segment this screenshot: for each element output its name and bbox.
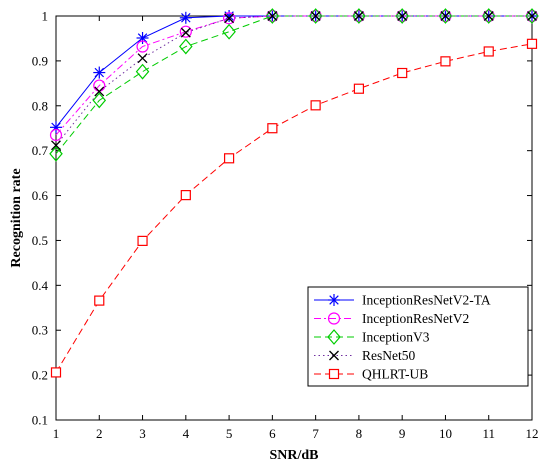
legend-marker: [327, 312, 341, 325]
data-point: [49, 128, 63, 142]
series-qhlrt-ub: [50, 38, 538, 378]
x-tick-label: 2: [96, 426, 103, 441]
series-line: [55, 15, 532, 155]
data-point: [527, 11, 537, 21]
data-point: [136, 31, 149, 44]
legend-entry: ResNet50: [314, 348, 415, 363]
data-point: [267, 11, 278, 21]
y-tick-label: 0.1: [32, 413, 48, 428]
data-point: [481, 8, 496, 24]
y-tick-label: 0.2: [32, 368, 48, 383]
y-tick-label: 0.8: [32, 98, 48, 113]
data-point: [180, 190, 191, 201]
data-point: [223, 10, 236, 22]
y-axis-label: Recognition rate: [9, 168, 24, 267]
data-point: [308, 8, 323, 24]
data-point: [136, 40, 149, 53]
legend-marker: [329, 350, 339, 361]
legend-entry: InceptionResNetV2: [314, 311, 469, 326]
legend-label: ResNet50: [362, 348, 415, 363]
x-tick-label: 1: [53, 426, 60, 441]
data-point: [92, 92, 107, 109]
data-point: [525, 8, 539, 24]
series-inceptionv3: [49, 8, 539, 162]
y-tick-label: 0.7: [32, 143, 49, 158]
series-resnet50: [51, 11, 537, 151]
legend-entry: InceptionV3: [314, 329, 430, 345]
legend: InceptionResNetV2-TA InceptionResNetV2 Inc…: [307, 286, 529, 387]
x-tick-label: 6: [269, 426, 276, 441]
data-point: [135, 63, 150, 80]
axis-ticks: 1 2 3 4 5 6 7 8 9 10 11 120.10.20.30.40.50.60.70.80…: [32, 9, 539, 442]
data-point: [353, 11, 364, 21]
data-point: [352, 8, 366, 24]
y-tick-label: 0.6: [32, 188, 49, 203]
legend-box: [307, 286, 529, 387]
data-point: [51, 140, 61, 151]
legend-entry: QHLRT-UB: [314, 367, 428, 382]
y-tick-label: 1: [42, 9, 49, 24]
legend-marker: [328, 368, 340, 380]
data-point: [179, 25, 192, 38]
data-point: [180, 27, 191, 38]
data-point: [438, 8, 453, 24]
data-point: [265, 8, 280, 24]
data-point: [49, 145, 63, 162]
data-point: [395, 8, 409, 24]
data-point: [526, 38, 538, 49]
data-point: [137, 53, 148, 64]
data-point: [397, 67, 408, 79]
data-point: [222, 23, 236, 40]
y-tick-label: 0.4: [32, 278, 49, 293]
data-point: [93, 66, 106, 79]
data-point: [223, 153, 235, 164]
data-point: [179, 11, 192, 24]
data-point: [310, 11, 321, 21]
x-tick-label: 11: [482, 426, 495, 441]
legend-marker: [328, 294, 340, 306]
x-tick-label: 10: [439, 426, 452, 441]
x-tick-label: 7: [312, 426, 319, 441]
x-tick-label: 8: [356, 426, 363, 441]
data-point: [137, 235, 148, 246]
x-tick-label: 4: [183, 426, 190, 441]
y-tick-label: 0.9: [32, 53, 48, 68]
legend-label: QHLRT-UB: [362, 367, 428, 382]
data-point: [483, 46, 494, 57]
x-tick-label: 9: [399, 426, 406, 441]
legend-label: InceptionV3: [362, 330, 430, 345]
x-tick-label: 12: [526, 426, 539, 441]
series-line: [55, 15, 532, 146]
data-point: [483, 11, 494, 21]
data-point: [94, 295, 105, 306]
x-tick-label: 3: [139, 426, 146, 441]
data-point: [94, 86, 105, 97]
legend-label: InceptionResNetV2: [362, 311, 469, 326]
data-point: [440, 56, 451, 67]
series-layer: [49, 8, 539, 378]
data-point: [267, 123, 278, 134]
data-point: [397, 11, 408, 21]
legend-entry: InceptionResNetV2-TA: [314, 293, 491, 308]
data-point: [224, 13, 235, 24]
legend-marker: [327, 329, 341, 345]
y-tick-label: 0.5: [32, 233, 48, 248]
data-point: [179, 38, 193, 55]
data-point: [310, 100, 321, 111]
legend-label: InceptionResNetV2-TA: [362, 293, 491, 308]
data-point: [50, 367, 62, 378]
x-tick-label: 5: [226, 426, 233, 441]
data-point: [353, 83, 365, 94]
x-axis-label: SNR/dB: [269, 448, 318, 463]
y-tick-label: 0.3: [32, 323, 48, 338]
series-line: [55, 43, 533, 373]
data-point: [440, 11, 451, 21]
